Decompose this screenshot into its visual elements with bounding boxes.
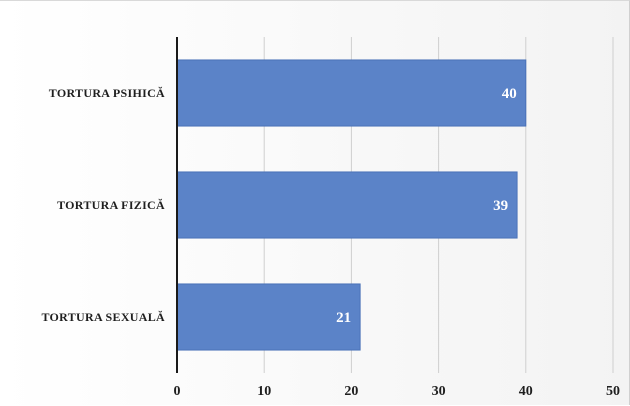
x-tick-label-10: 10 [257, 384, 271, 399]
data-label-3: 21 [336, 310, 351, 326]
x-tick-label-20: 20 [344, 384, 358, 399]
x-tick-label-30: 30 [432, 384, 446, 399]
x-tick-label-50: 50 [606, 384, 620, 399]
bar-1 [176, 59, 527, 127]
category-label-3: TORTURA SEXUALĂ [41, 310, 165, 324]
category-label-2: TORTURA FIZICĂ [57, 198, 165, 212]
x-tick-label-40: 40 [519, 384, 533, 399]
data-label-2: 39 [493, 198, 508, 214]
bar-2 [176, 171, 518, 239]
category-label-1: TORTURA PSIHICĂ [49, 86, 165, 100]
bar-3 [176, 283, 361, 351]
labels: 0 10 20 30 40 50 TORTURA PSIHICĂ 40 TORTURA FIZI… [41, 86, 620, 399]
x-tick-label-0: 0 [174, 384, 181, 399]
bars [176, 59, 527, 351]
data-label-1: 40 [502, 86, 517, 102]
